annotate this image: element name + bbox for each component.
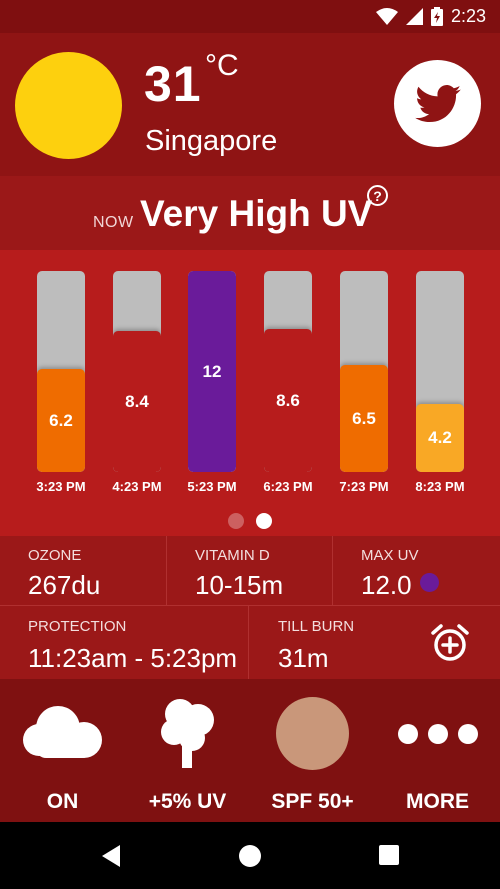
uv-forecast-chart[interactable]: 6.2 3:23 PM 8.4 4:23 PM 12 5:23 PM 8.6 6:23 PM 6… <box>0 250 500 536</box>
max-uv-value: 12.0 <box>361 570 412 600</box>
skin-type-label: SPF 50+ <box>271 790 354 813</box>
status-time: 2:23 <box>450 6 486 26</box>
cloud-icon <box>23 706 102 758</box>
till-burn-label: TILL BURN <box>278 618 355 635</box>
twitter-share-button[interactable] <box>394 60 481 147</box>
uv-bar-value: 8.4 <box>125 391 149 411</box>
more-button[interactable]: MORE <box>375 679 500 822</box>
skin-type-button[interactable]: SPF 50+ <box>250 679 375 822</box>
uv-bar-track[interactable]: 6.2 <box>37 271 85 472</box>
uv-bar-track[interactable]: 6.5 <box>340 271 388 472</box>
temperature: 31 <box>144 56 202 112</box>
uv-bar-value: 6.5 <box>352 408 376 428</box>
home-icon[interactable] <box>238 844 262 868</box>
city-name: Singapore <box>145 125 278 157</box>
uv-bar-value: 8.6 <box>276 390 300 410</box>
max-uv-color-dot <box>420 573 439 592</box>
vitamin-d-label: VITAMIN D <box>195 547 270 564</box>
cloud-toggle-label: ON <box>46 790 79 813</box>
protection-label: PROTECTION <box>28 618 127 635</box>
uv-bar-value: 4.2 <box>428 428 452 447</box>
uv-bar-track[interactable]: 8.6 <box>264 271 312 472</box>
status-bar: 2:23 <box>0 0 500 33</box>
temperature-unit: °C <box>205 49 239 82</box>
android-nav-bar <box>0 822 500 889</box>
uv-bar-time: 6:23 PM <box>263 479 313 494</box>
surface-button[interactable]: +5% UV <box>125 679 250 822</box>
skin-tone-icon <box>276 697 349 770</box>
recents-icon[interactable] <box>378 844 400 866</box>
uv-bar-time: 7:23 PM <box>339 479 389 494</box>
uv-level: Very High UV <box>140 193 373 234</box>
twitter-icon <box>414 84 461 122</box>
divider <box>332 536 333 605</box>
uv-bar: 8.6 <box>264 329 312 472</box>
uv-bar: 6.5 <box>340 365 388 472</box>
ozone-label: OZONE <box>28 547 82 564</box>
actions-bar: ON +5% UV SPF 50+ MORE <box>0 679 500 822</box>
sun-icon <box>15 52 122 159</box>
page-indicator-dot[interactable] <box>228 513 244 529</box>
vitamin-d-value: 10-15m <box>195 570 284 600</box>
weather-header: 31 °C Singapore <box>0 33 500 176</box>
protection-value: 11:23am - 5:23pm <box>28 643 238 673</box>
uv-bar-time: 8:23 PM <box>415 479 465 494</box>
ozone-value: 267du <box>28 570 101 600</box>
divider <box>166 536 167 605</box>
uv-stats-panel: OZONE 267du VITAMIN D 10-15m MAX UV 12.0… <box>0 536 500 679</box>
page-indicator-dot[interactable] <box>256 513 272 529</box>
current-uv-banner: NOW Very High UV ? <box>0 176 500 250</box>
uv-bar-track[interactable]: 12 <box>188 271 236 472</box>
uv-bar: 8.4 <box>113 331 161 472</box>
add-alarm-icon[interactable] <box>430 623 470 663</box>
uv-bar-track[interactable]: 4.2 <box>416 271 464 472</box>
more-dots-icon <box>398 724 478 744</box>
battery-charging-icon <box>430 7 443 26</box>
divider <box>248 606 249 679</box>
signal-icon <box>405 8 423 25</box>
till-burn-value: 31m <box>278 643 329 673</box>
uv-bar-track[interactable]: 8.4 <box>113 271 161 472</box>
back-icon[interactable] <box>100 844 122 868</box>
more-label: MORE <box>406 790 469 813</box>
help-icon[interactable]: ? <box>367 185 388 206</box>
uv-bar: 12 <box>188 271 236 472</box>
uv-bar-time: 5:23 PM <box>187 479 237 494</box>
max-uv-label: MAX UV <box>361 547 419 564</box>
uv-bar-time: 4:23 PM <box>112 479 162 494</box>
now-label: NOW <box>93 214 134 231</box>
divider <box>0 605 500 606</box>
wifi-icon <box>375 8 398 25</box>
uv-bar-time: 3:23 PM <box>36 479 86 494</box>
uv-bar-value: 12 <box>202 361 222 381</box>
surface-label: +5% UV <box>148 790 227 813</box>
uv-bar: 6.2 <box>37 369 85 472</box>
cloud-toggle-button[interactable]: ON <box>0 679 125 822</box>
uv-bar-value: 6.2 <box>49 410 73 430</box>
uv-bar: 4.2 <box>416 404 464 472</box>
tree-icon <box>161 699 214 768</box>
